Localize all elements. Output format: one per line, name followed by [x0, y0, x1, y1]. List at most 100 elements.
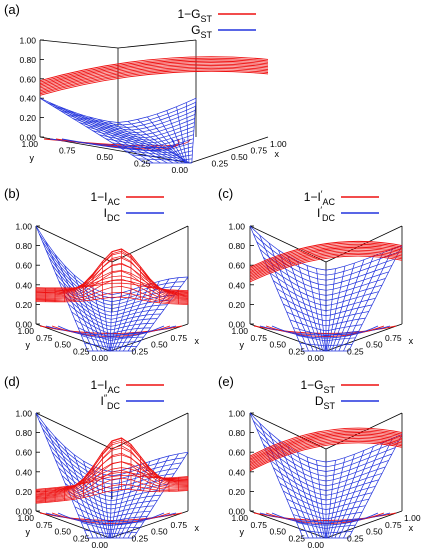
mesh-line	[35, 439, 188, 498]
z-tick-label: 0.60	[228, 261, 245, 271]
legend-label-sub: ST	[200, 14, 212, 24]
legend-label-sub: DC	[107, 213, 120, 223]
mesh-line	[35, 262, 189, 301]
x-tick-label: 0.25	[212, 159, 229, 169]
panel-label: (b)	[4, 186, 20, 201]
band-line	[249, 436, 403, 466]
mesh-line	[147, 116, 186, 164]
mesh-line	[289, 506, 363, 520]
x-tick-label: 0.25	[347, 346, 364, 356]
legend-label-main: 1−I	[90, 190, 107, 204]
legend-label-sub: ST	[323, 401, 335, 411]
z-tick-label: 0.40	[228, 280, 245, 290]
legend-entry-label: IDC	[104, 206, 121, 223]
z-tick-label: 0.00	[228, 320, 245, 330]
mesh-line	[276, 288, 376, 311]
mesh-line	[36, 250, 189, 299]
y-tick-label: 0.00	[171, 165, 188, 175]
mesh-line	[77, 327, 144, 341]
mesh-line	[68, 490, 154, 514]
z-tick-label: 0.20	[228, 487, 245, 497]
band-line	[39, 70, 269, 96]
x-tick-label: 0.50	[151, 340, 168, 350]
legend-entry-label: GST	[191, 23, 212, 40]
legend-label-sub: DC	[322, 213, 335, 223]
mesh-line	[118, 281, 160, 352]
mesh-line	[131, 154, 193, 159]
legend: 1−I′ACI′DC	[304, 189, 379, 223]
x-tick-label: 0.50	[231, 152, 248, 162]
y-tick-label: 0.75	[36, 333, 53, 343]
y-tick-label: 0.00	[307, 540, 324, 550]
mesh-line	[343, 438, 393, 539]
y-axis: 0.000.250.500.751.00 y	[231, 326, 324, 363]
y-tick-label: 0.75	[59, 146, 76, 156]
y-tick-label: 0.25	[134, 159, 151, 169]
floor-contour	[271, 512, 379, 526]
z-tick-label: 0.00	[15, 320, 32, 330]
floor-edge-x	[109, 510, 189, 539]
x-tick-label: 0.25	[132, 346, 149, 356]
y-tick-label: 1.00	[231, 513, 248, 523]
mesh-line	[123, 278, 170, 352]
surface-red	[249, 427, 403, 472]
x-tick-label: 0.25	[347, 533, 364, 543]
band-line	[249, 252, 403, 280]
z-tick-label: 0.40	[15, 280, 32, 290]
band-line	[249, 246, 403, 274]
mesh-line	[133, 276, 189, 352]
x-axis: 0.250.500.75 x	[132, 333, 200, 357]
x-tick-label: 1.00	[270, 139, 287, 149]
z-tick-label: 0.80	[19, 55, 36, 65]
mesh-line	[115, 283, 151, 352]
band-line	[249, 255, 403, 283]
legend-entry-label: I″DC	[100, 393, 120, 411]
mesh-line	[115, 461, 151, 539]
mesh-line	[35, 296, 189, 305]
y-tick-label: 1.00	[17, 326, 34, 336]
x-tick-label: 0.50	[151, 527, 168, 537]
legend-entry-label: 1−IAC	[90, 190, 120, 207]
x-axis: 0.250.500.751.00x	[347, 513, 421, 543]
floor-edge-y	[35, 510, 111, 539]
mesh-line	[35, 248, 189, 298]
legend-label-sub: AC	[322, 197, 335, 207]
band-line	[39, 65, 269, 90]
y-tick-label: 0.50	[96, 152, 113, 162]
box-edge-top-left	[249, 412, 327, 450]
mesh-line	[279, 483, 373, 506]
z-axis: 0.00 0.20 0.40 0.60 0.80 1.00	[15, 222, 189, 330]
panel-label: (e)	[218, 374, 234, 389]
legend-label-sup: ″	[104, 393, 108, 403]
mesh-line	[35, 461, 189, 501]
mesh-line	[279, 295, 373, 316]
mesh-line	[293, 327, 359, 337]
band-line	[39, 59, 269, 85]
legend-entry-label: 1−GST	[177, 7, 212, 24]
chart-panel-3: (d) 1−IACI″DC0.000.200.400.600.801.000.25…	[4, 374, 200, 550]
y-axis-label: y	[240, 340, 245, 350]
z-tick-label: 0.20	[15, 300, 32, 310]
floor-edge-x	[189, 136, 269, 164]
mesh-line	[338, 442, 384, 539]
mesh-line	[122, 455, 170, 539]
legend-entry-label: 1−GST	[300, 378, 335, 395]
z-tick-label: 0.80	[15, 241, 32, 251]
x-axis: 0.250.500.75 x	[132, 520, 200, 544]
y-tick-label: 0.25	[288, 533, 305, 543]
band-line	[249, 435, 403, 464]
mesh-line	[110, 292, 122, 352]
legend-label-main: 1−I	[304, 190, 321, 204]
mesh-line	[118, 146, 193, 154]
box-edge-top-left	[35, 412, 113, 450]
y-tick-label: 0.00	[307, 353, 324, 363]
mesh-line	[156, 113, 186, 164]
mesh-line	[328, 263, 355, 352]
y-tick-label: 0.50	[54, 527, 71, 537]
mesh-line	[185, 102, 190, 164]
surface-red	[249, 240, 403, 283]
mesh-line	[35, 286, 189, 304]
y-tick-label: 1.00	[21, 139, 38, 149]
legend-entry-label: I′DC	[317, 205, 336, 223]
surface-blue	[39, 97, 197, 164]
